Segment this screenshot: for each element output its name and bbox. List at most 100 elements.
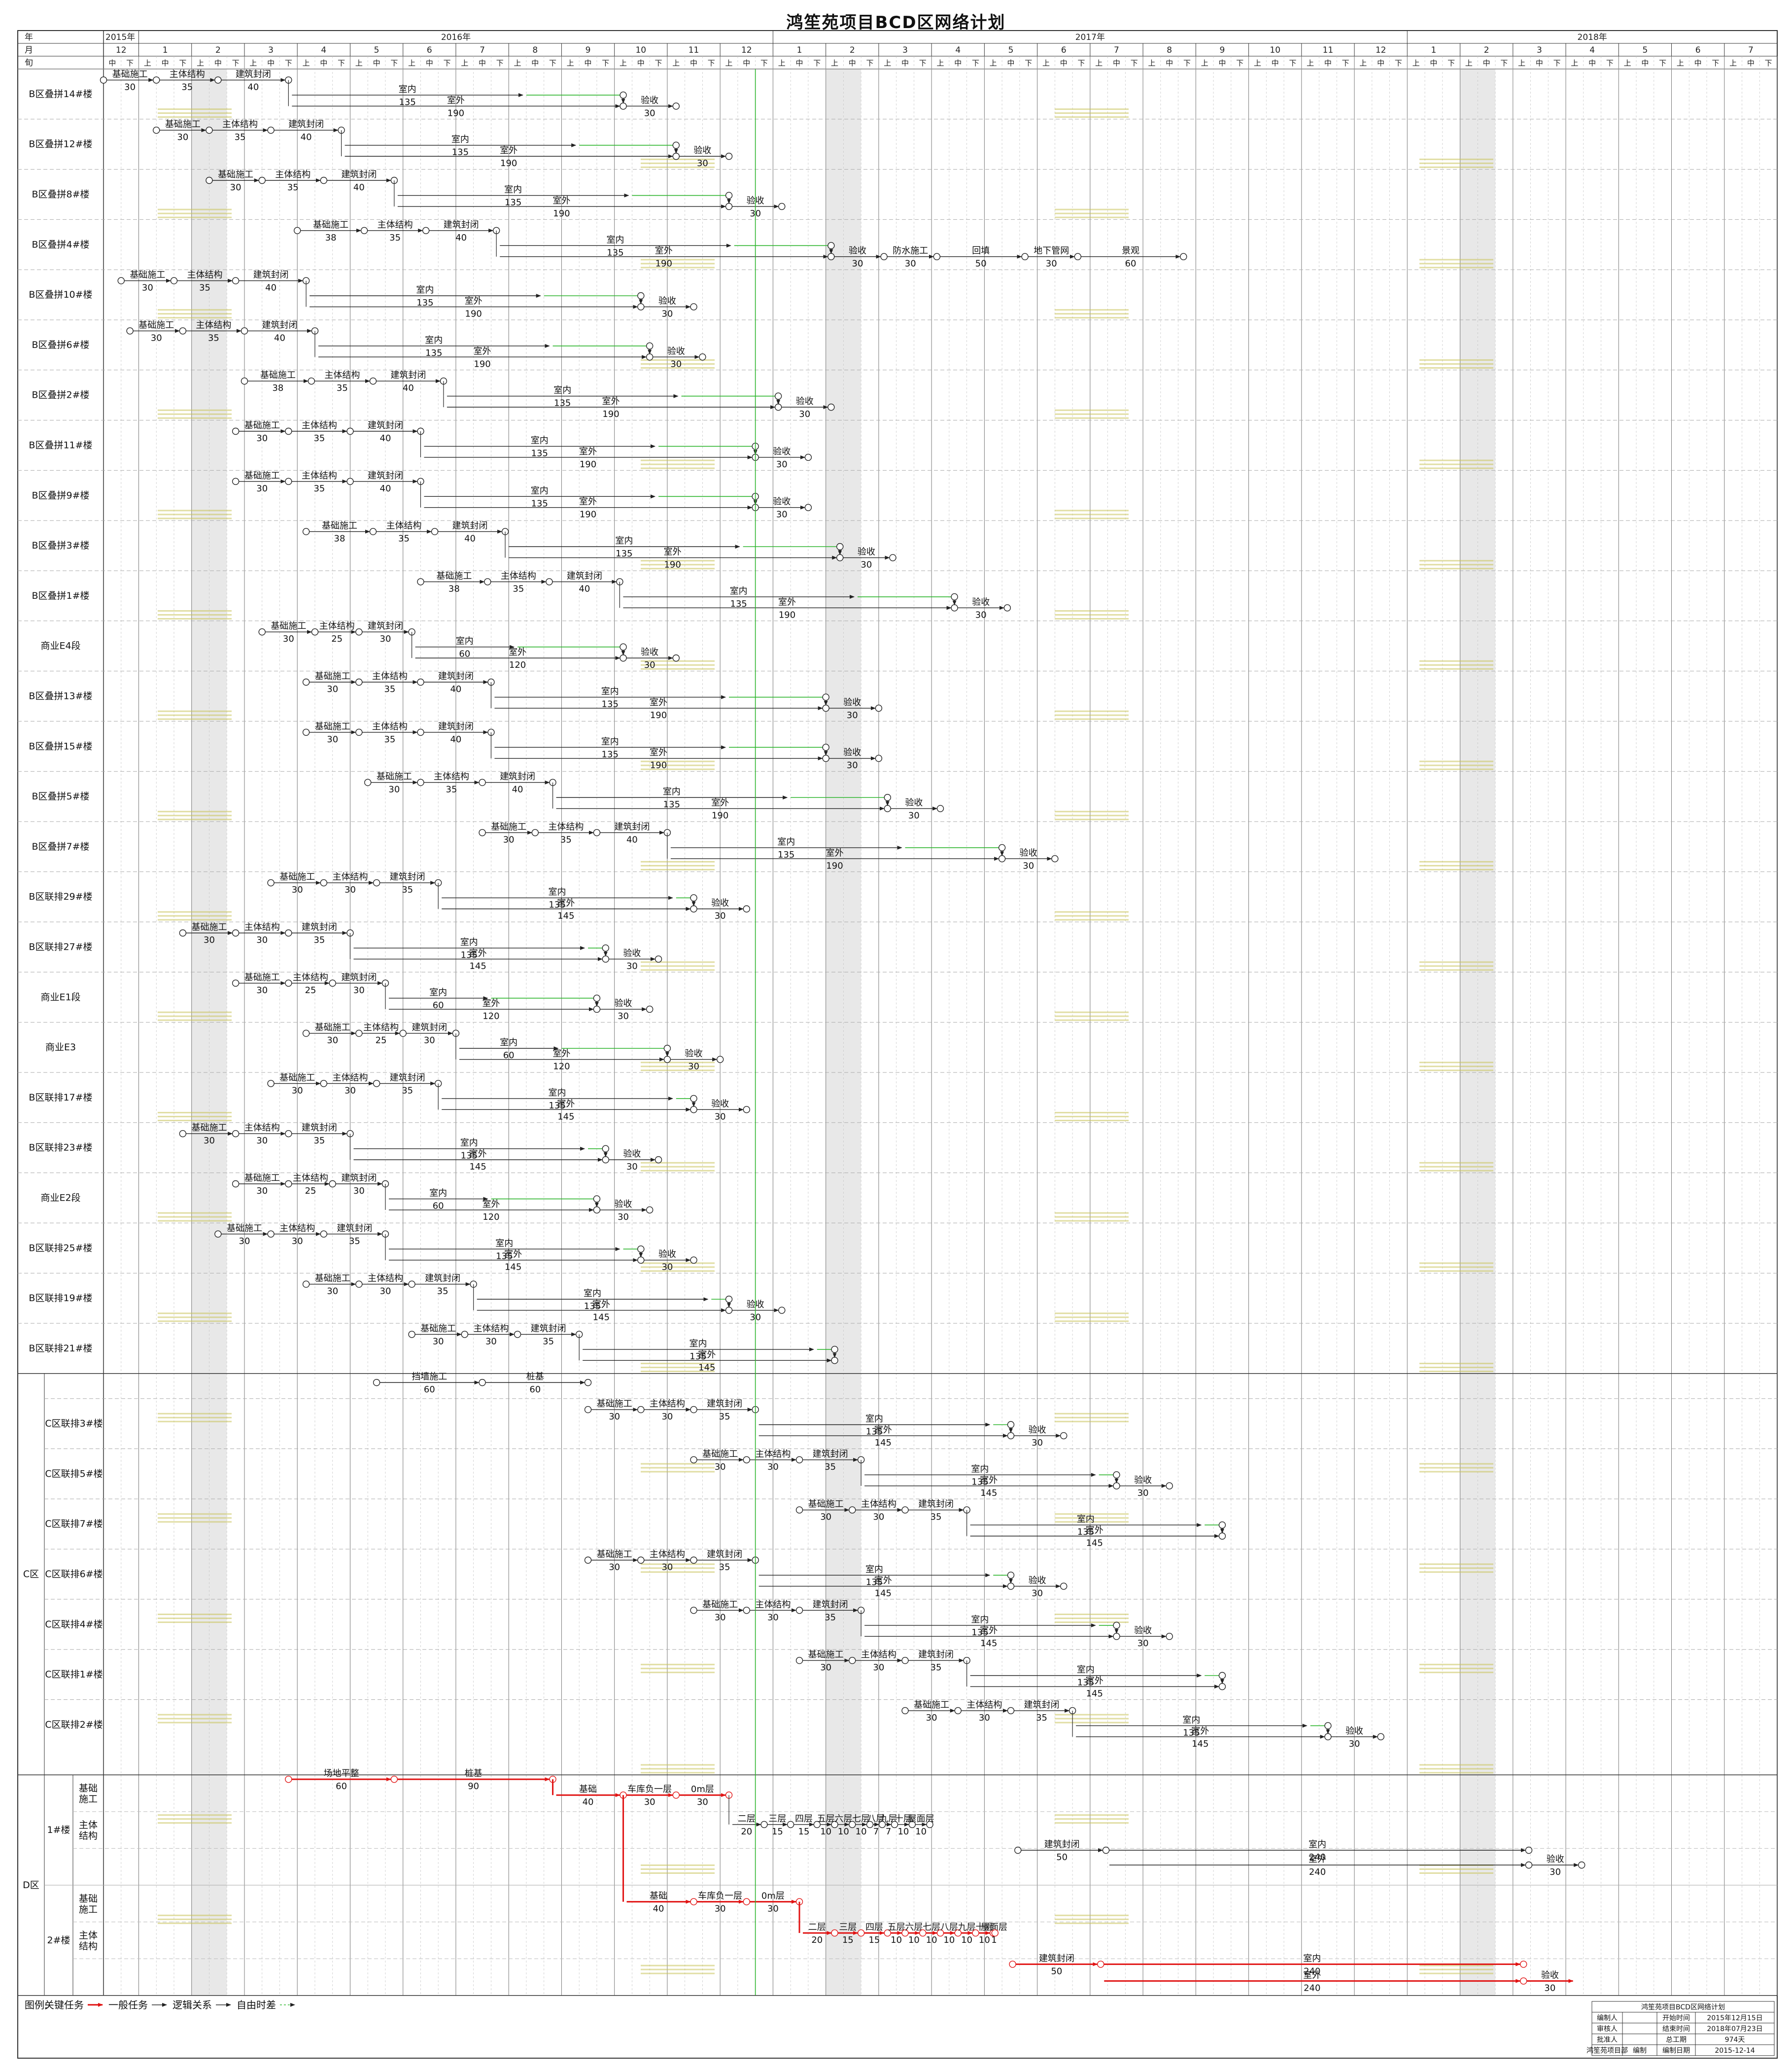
month-label: 2 bbox=[850, 45, 855, 55]
watermark-mark bbox=[1055, 116, 1129, 118]
watermark-mark bbox=[1419, 259, 1493, 261]
task-label: 主体结构 bbox=[332, 1072, 368, 1083]
task-duration: 40 bbox=[247, 82, 259, 92]
task-duration: 35 bbox=[1036, 1713, 1047, 1723]
task-duration: 30 bbox=[124, 82, 136, 92]
event-node bbox=[836, 554, 844, 561]
task-label: 室内 bbox=[416, 285, 434, 295]
watermark-mark bbox=[1419, 564, 1493, 566]
task-label: 防水施工 bbox=[893, 246, 928, 256]
watermark-mark bbox=[1419, 1764, 1493, 1766]
watermark-mark bbox=[641, 969, 715, 971]
task-duration: 60 bbox=[424, 1384, 435, 1395]
task-label: 主体结构 bbox=[275, 170, 310, 180]
task-duration: 135 bbox=[778, 850, 794, 860]
event-node bbox=[584, 1379, 592, 1386]
event-node bbox=[822, 693, 829, 701]
event-node bbox=[1007, 1707, 1015, 1715]
month-label: 1 bbox=[797, 45, 802, 55]
row-label: B区叠拼11#楼 bbox=[29, 440, 92, 451]
event-node bbox=[232, 277, 240, 284]
row-label: 商业E1段 bbox=[40, 992, 80, 1002]
task-label: 室内 bbox=[451, 135, 469, 145]
event-node bbox=[258, 176, 266, 184]
event-node bbox=[100, 76, 107, 84]
event-node bbox=[408, 1331, 415, 1338]
watermark-mark bbox=[1055, 1011, 1129, 1013]
watermark-mark bbox=[641, 1965, 715, 1966]
watermark-mark bbox=[1055, 1216, 1129, 1218]
task-duration: 135 bbox=[531, 498, 548, 509]
task-label: 建筑封闭 bbox=[425, 1274, 460, 1284]
event-node bbox=[795, 1506, 803, 1514]
xun-label: 下 bbox=[549, 59, 556, 68]
watermark-mark bbox=[1419, 1968, 1493, 1970]
task-label: 验收 bbox=[711, 1099, 729, 1109]
watermark-mark bbox=[1055, 1922, 1129, 1924]
watermark-mark bbox=[158, 911, 232, 913]
task-duration: 90 bbox=[468, 1781, 479, 1792]
title-block-cell: 974天 bbox=[1725, 2036, 1745, 2044]
watermark-mark bbox=[1419, 965, 1493, 967]
task-label: 室外 bbox=[447, 95, 465, 105]
watermark-mark bbox=[1055, 1521, 1129, 1523]
event-node bbox=[593, 1206, 601, 1214]
task-duration: 38 bbox=[272, 383, 283, 393]
event-node bbox=[901, 1707, 909, 1715]
watermark-mark bbox=[1419, 1062, 1493, 1064]
event-node bbox=[602, 944, 610, 952]
task-label: 验收 bbox=[1134, 1475, 1152, 1485]
event-node bbox=[690, 1095, 697, 1103]
task-duration: 40 bbox=[579, 584, 590, 594]
task-duration: 145 bbox=[875, 1588, 892, 1598]
task-label: 基础施工 bbox=[322, 521, 357, 531]
event-node bbox=[329, 1180, 336, 1188]
d-building-label: 2#楼 bbox=[47, 1935, 70, 1946]
xun-label: 下 bbox=[1236, 59, 1243, 68]
task-label: 建筑封闭 bbox=[368, 471, 403, 481]
task-label: 基础施工 bbox=[130, 270, 165, 280]
watermark-mark bbox=[1055, 1622, 1129, 1623]
event-node bbox=[593, 1005, 601, 1013]
task-label: 主体结构 bbox=[222, 119, 258, 130]
task-duration: 40 bbox=[450, 734, 461, 745]
task-duration: 15 bbox=[868, 1935, 880, 1945]
task-label: 建筑封闭 bbox=[1039, 1953, 1074, 1964]
xun-label: 中 bbox=[162, 59, 169, 68]
watermark-mark bbox=[1419, 961, 1493, 963]
xun-label: 上 bbox=[1095, 59, 1103, 68]
task-duration: 30 bbox=[873, 1512, 884, 1522]
month-label: 7 bbox=[480, 45, 485, 55]
task-label: 基础施工 bbox=[315, 671, 350, 682]
event-node bbox=[936, 805, 944, 812]
title-block-cell: 开始时间 bbox=[1662, 2014, 1690, 2022]
event-node bbox=[901, 1656, 909, 1664]
task-label: 三层 bbox=[839, 1922, 857, 1932]
task-label: 建筑封闭 bbox=[918, 1650, 954, 1660]
event-node bbox=[584, 1406, 592, 1414]
task-label: 基础施工 bbox=[808, 1650, 844, 1660]
page-title: 鸿笙苑项目BCD区网络计划 bbox=[786, 13, 1006, 33]
task-duration: 30 bbox=[292, 885, 303, 895]
task-label: 室外 bbox=[482, 999, 500, 1009]
watermark-mark bbox=[158, 1614, 232, 1615]
watermark-mark bbox=[641, 1471, 715, 1473]
task-duration: 30 bbox=[618, 1011, 629, 1022]
event-node bbox=[479, 1379, 486, 1386]
event-node bbox=[795, 1607, 803, 1614]
task-duration: 40 bbox=[455, 233, 467, 243]
task-duration: 35 bbox=[313, 483, 325, 494]
task-duration: 30 bbox=[327, 1035, 338, 1046]
task-label: 建筑封闭 bbox=[368, 420, 403, 431]
watermark-mark bbox=[1419, 764, 1493, 766]
event-node bbox=[831, 1929, 838, 1937]
task-label: 室内 bbox=[548, 1088, 566, 1098]
task-label: 室内 bbox=[601, 736, 619, 747]
watermark-mark bbox=[158, 1112, 232, 1113]
watermark-mark bbox=[641, 1567, 715, 1569]
watermark-mark bbox=[1055, 1814, 1129, 1816]
task-label: 室内 bbox=[601, 687, 619, 697]
event-node bbox=[285, 979, 292, 987]
task-duration: 50 bbox=[1056, 1852, 1068, 1863]
watermark-mark bbox=[1419, 668, 1493, 670]
